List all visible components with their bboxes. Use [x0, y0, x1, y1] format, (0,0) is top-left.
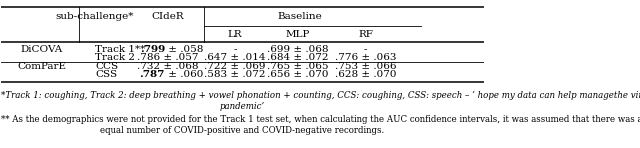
Text: ** As the demographics were not provided for the Track 1 test set, when calculat: ** As the demographics were not provided…	[1, 115, 640, 124]
Text: -: -	[364, 45, 367, 54]
Text: equal number of COVID-positive and COVID-negative recordings.: equal number of COVID-positive and COVID…	[100, 127, 385, 136]
Text: DiCOVA: DiCOVA	[20, 45, 63, 54]
Text: CSS: CSS	[95, 70, 117, 79]
Text: LR: LR	[228, 30, 243, 39]
Text: Baseline: Baseline	[278, 12, 323, 21]
Text: CCS: CCS	[95, 62, 118, 71]
Text: MLP: MLP	[285, 30, 310, 39]
Text: .699 ± .068: .699 ± .068	[267, 45, 328, 54]
Text: Track 2: Track 2	[95, 53, 135, 62]
Text: .647 ± .014: .647 ± .014	[204, 53, 266, 62]
Text: CIdeR: CIdeR	[151, 12, 184, 21]
Text: .765 ± .065: .765 ± .065	[267, 62, 328, 71]
Text: .776 ± .063: .776 ± .063	[335, 53, 396, 62]
Text: Track 1**: Track 1**	[95, 45, 145, 54]
Text: .786 ± .057: .786 ± .057	[137, 53, 198, 62]
Text: ComParE: ComParE	[17, 62, 67, 71]
Text: *Track 1: coughing, Track 2: deep breathing + vowel phonation + counting, CCS: c: *Track 1: coughing, Track 2: deep breath…	[1, 91, 640, 100]
Text: ± .060: ± .060	[165, 70, 204, 79]
Text: .799: .799	[140, 45, 165, 54]
Text: .753 ± .066: .753 ± .066	[335, 62, 396, 71]
Text: .583 ± .072: .583 ± .072	[204, 70, 266, 79]
Text: RF: RF	[358, 30, 373, 39]
Text: sub-challenge*: sub-challenge*	[56, 12, 134, 21]
Text: .787: .787	[140, 70, 165, 79]
Text: .732 ± .068: .732 ± .068	[137, 62, 198, 71]
Text: -: -	[234, 45, 237, 54]
Text: .684 ± .072: .684 ± .072	[267, 53, 328, 62]
Text: pandemic’: pandemic’	[220, 102, 265, 111]
Text: .628 ± .070: .628 ± .070	[335, 70, 396, 79]
Text: .722 ± .069: .722 ± .069	[204, 62, 266, 71]
Text: ± .058: ± .058	[165, 45, 204, 54]
Text: .656 ± .070: .656 ± .070	[267, 70, 328, 79]
